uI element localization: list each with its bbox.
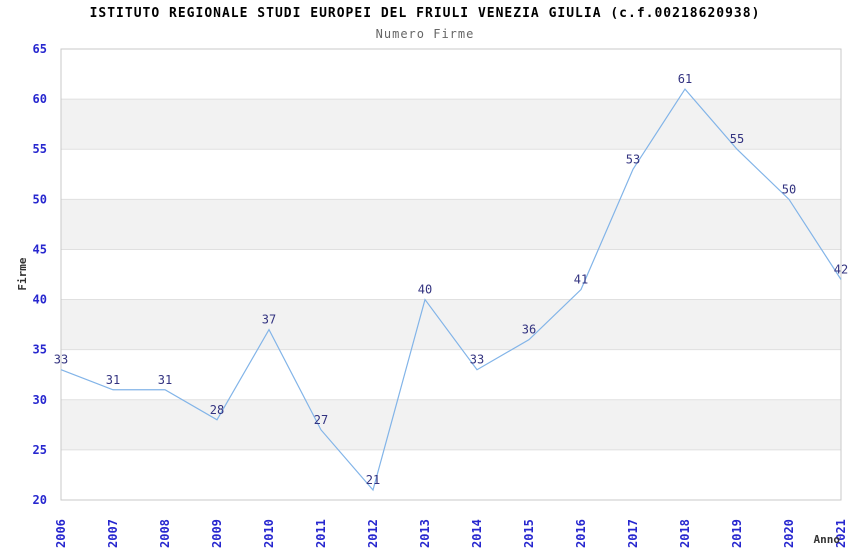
y-tick-label: 50	[33, 192, 47, 206]
x-tick-label: 2021	[834, 519, 848, 548]
plot-band	[61, 299, 841, 350]
y-tick-label: 55	[33, 142, 47, 156]
x-tick-label: 2017	[626, 519, 640, 548]
plot-band	[61, 399, 841, 450]
x-tick-label: 2012	[366, 519, 380, 548]
chart-title: ISTITUTO REGIONALE STUDI EUROPEI DEL FRI…	[89, 6, 761, 21]
y-tick-label: 65	[33, 42, 47, 56]
x-tick-label: 2006	[54, 519, 68, 548]
y-tick-label: 35	[33, 343, 47, 357]
y-tick-label: 60	[33, 92, 47, 106]
y-axis-title: Firme	[16, 257, 29, 290]
y-tick-label: 20	[33, 493, 47, 507]
x-tick-label: 2014	[470, 519, 484, 548]
chart-plot: 33 31 31 28 37 27 21 40 33 36 41 53 61 55 50 42 20 25 30 35…	[33, 42, 849, 548]
chart-subtitle: Numero Firme	[375, 27, 475, 41]
x-tick-label: 2018	[678, 519, 692, 548]
y-tick-label: 45	[33, 242, 47, 256]
point-label: 28	[210, 403, 224, 417]
point-label: 36	[522, 323, 536, 337]
x-tick-label: 2016	[574, 519, 588, 548]
x-tick-label: 2013	[418, 519, 432, 548]
point-label: 40	[418, 283, 432, 297]
point-label: 37	[262, 313, 276, 327]
x-tick-label: 2009	[210, 519, 224, 548]
x-tick-label: 2015	[522, 519, 536, 548]
point-label: 33	[54, 353, 68, 367]
point-label: 21	[366, 473, 380, 487]
point-label: 53	[626, 152, 640, 166]
plot-border	[60, 48, 842, 501]
point-label: 41	[574, 273, 588, 287]
plot-band	[61, 199, 841, 250]
y-tick-label: 40	[33, 293, 47, 307]
x-tick-label: 2008	[158, 519, 172, 548]
point-label: 33	[470, 353, 484, 367]
point-label: 31	[106, 373, 120, 387]
point-label: 55	[730, 132, 744, 146]
plot-band	[61, 99, 841, 150]
series-line	[60, 88, 842, 492]
x-tick-label: 2007	[106, 519, 120, 548]
point-label: 27	[314, 413, 328, 427]
x-tick-label: 2010	[262, 519, 276, 548]
point-label: 42	[834, 263, 848, 277]
y-tick-label: 25	[33, 443, 47, 457]
x-axis-title: Anno	[814, 533, 841, 546]
point-label: 31	[158, 373, 172, 387]
point-label: 50	[782, 182, 796, 196]
y-tick-label: 30	[33, 393, 47, 407]
x-tick-label: 2019	[730, 519, 744, 548]
point-label: 61	[678, 72, 692, 86]
x-tick-label: 2020	[782, 519, 796, 548]
x-tick-label: 2011	[314, 519, 328, 548]
